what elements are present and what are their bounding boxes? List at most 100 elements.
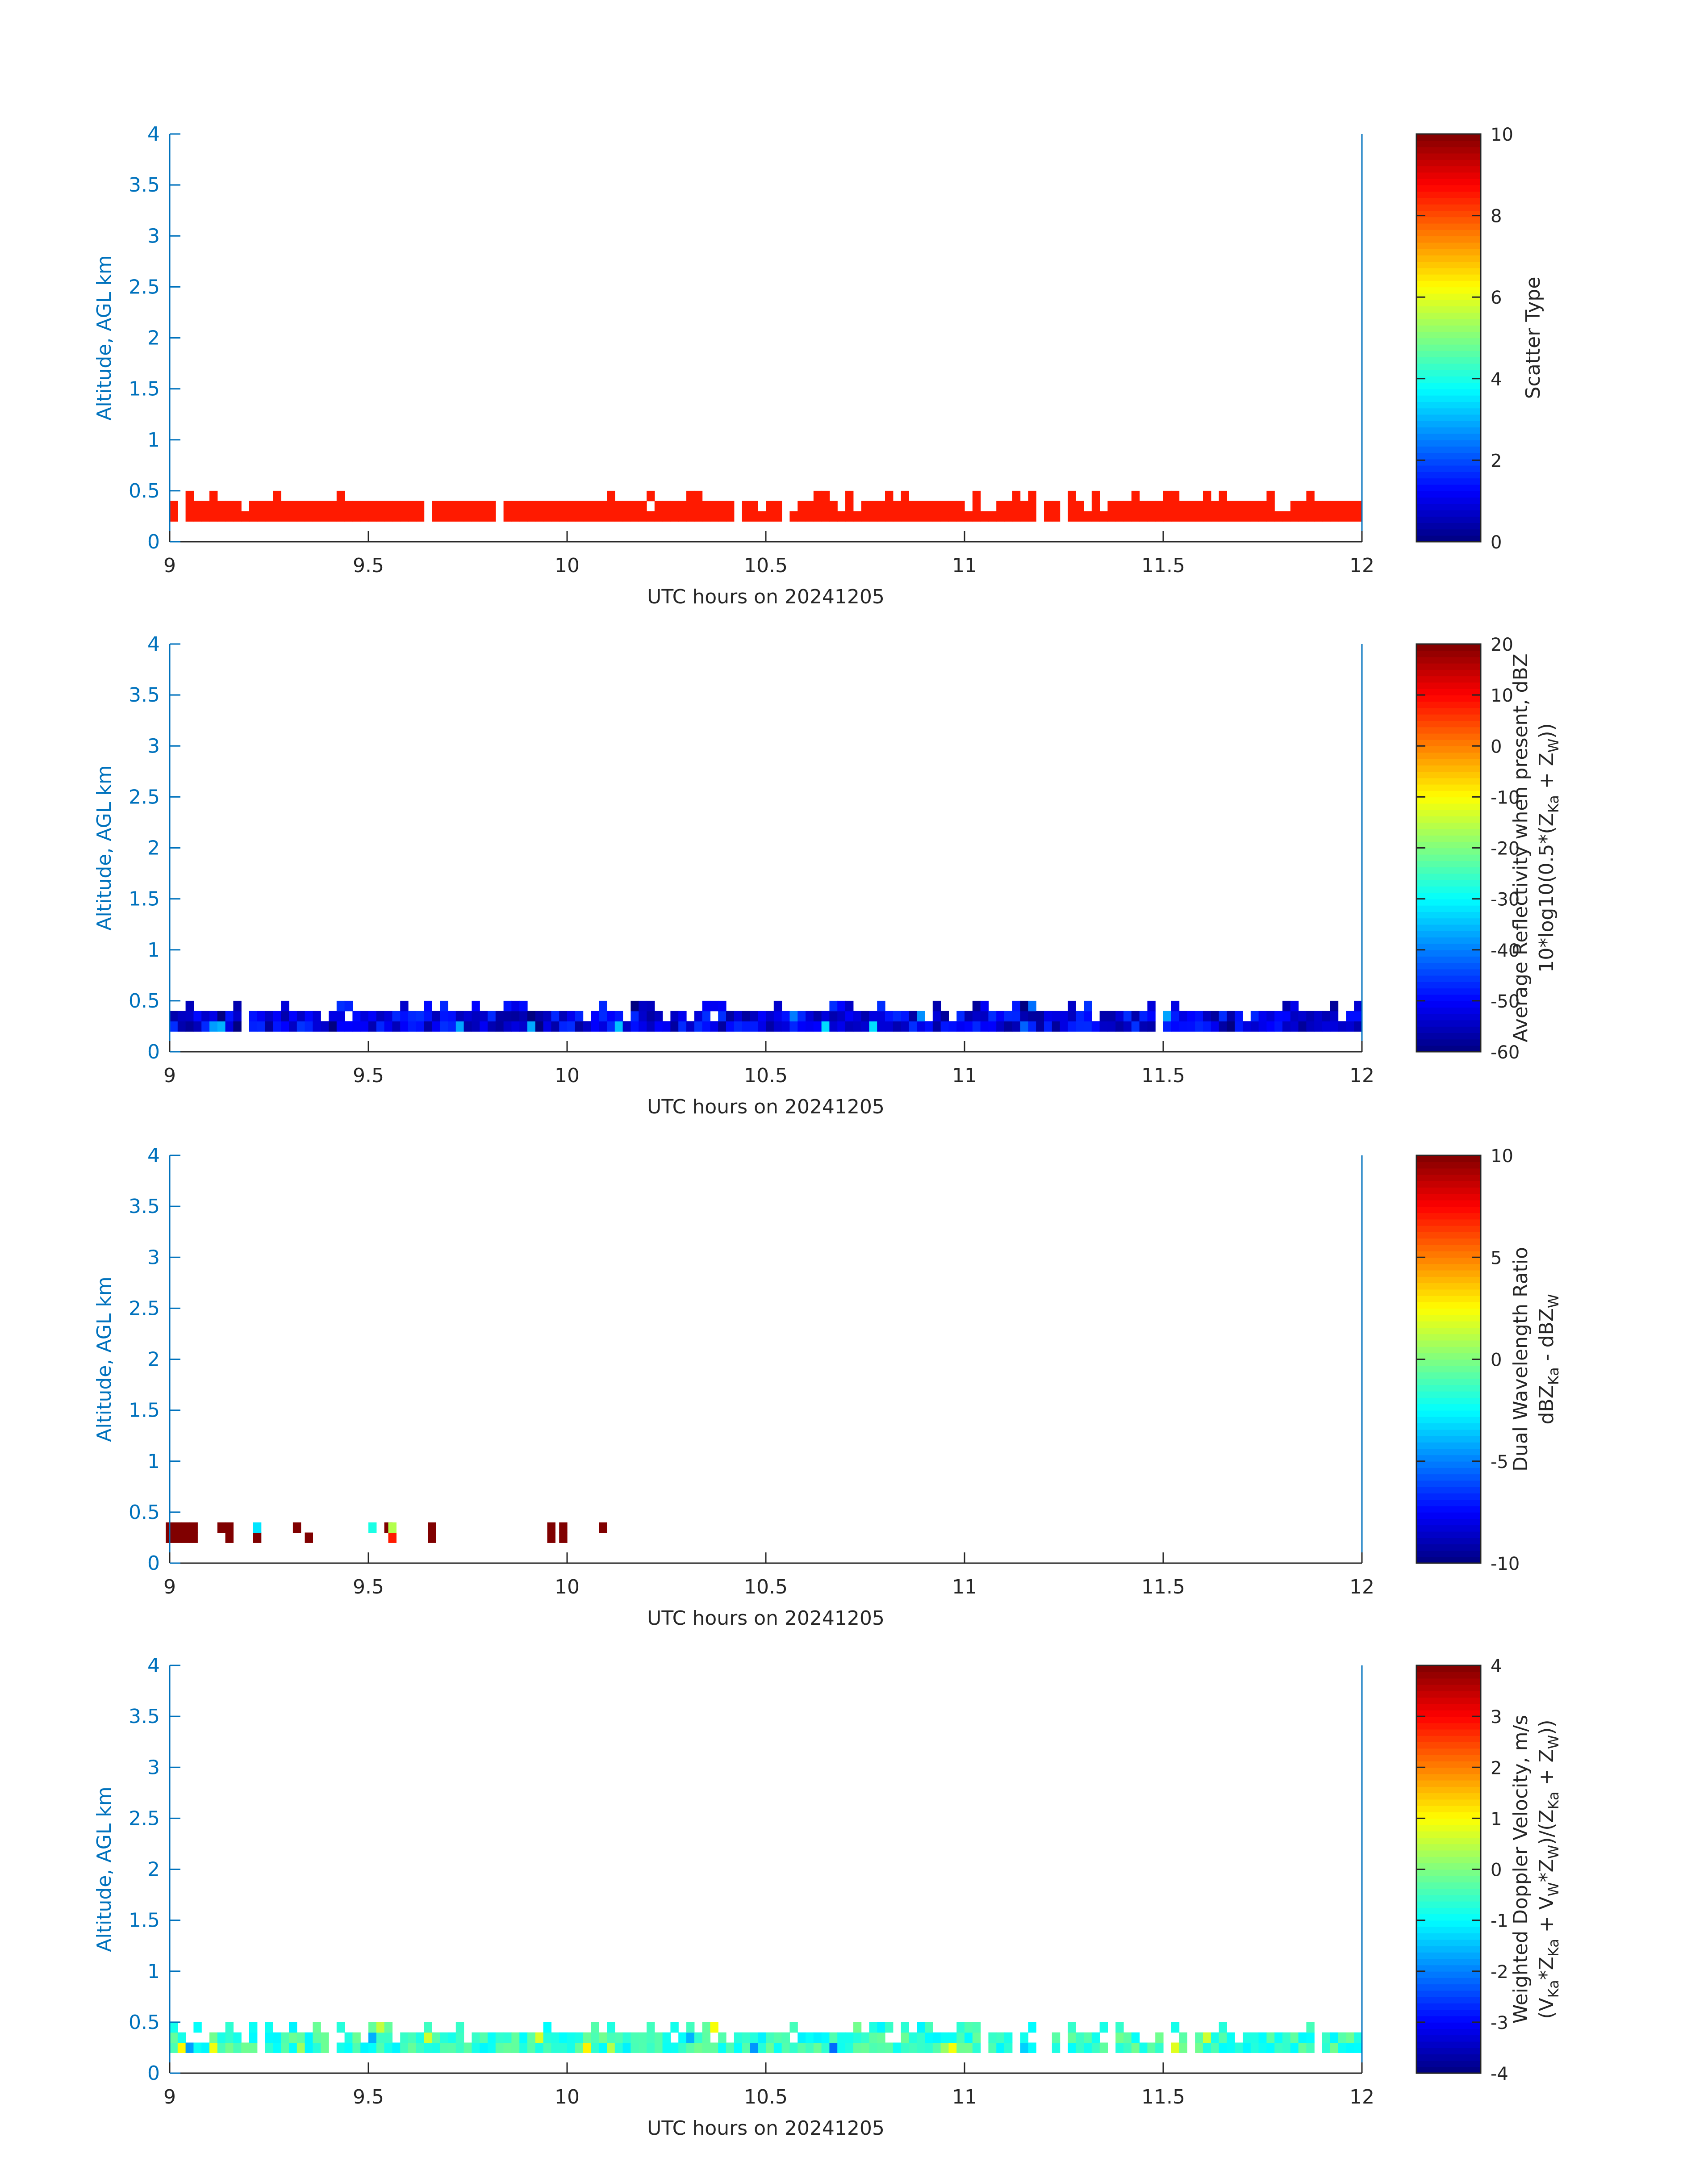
colorbar-swatch (1416, 1423, 1481, 1430)
heatmap-cell (940, 501, 949, 512)
heatmap-cell (1203, 2042, 1211, 2053)
colorbar-swatch (1416, 535, 1481, 542)
heatmap-cell (607, 2022, 615, 2033)
heatmap-cell (455, 2032, 464, 2043)
heatmap-cell (201, 1011, 210, 1022)
heatmap-cell (519, 1011, 528, 1022)
colorbar-swatch (1416, 1232, 1481, 1239)
heatmap-cell (567, 1021, 576, 1032)
heatmap-cell (766, 501, 774, 512)
colorbar-swatch (1416, 1556, 1481, 1564)
heatmap-cell (1195, 511, 1203, 522)
heatmap-cell (344, 1021, 353, 1032)
heatmap-cell (416, 2032, 425, 2043)
heatmap-cell (901, 511, 909, 522)
heatmap-cell (559, 2032, 568, 2043)
heatmap-cell (1171, 1000, 1180, 1012)
heatmap-cell (547, 1532, 555, 1543)
heatmap-cell (273, 2042, 281, 2053)
heatmap-cell (1298, 1021, 1307, 1032)
heatmap-cell (591, 1021, 599, 1032)
heatmap-cell (209, 511, 218, 522)
heatmap-cell (1028, 2022, 1036, 2033)
heatmap-cell (1004, 2032, 1013, 2043)
colorbar-swatch (1416, 1244, 1481, 1251)
heatmap-cell (821, 1021, 830, 1032)
heatmap-cell (189, 1522, 198, 1533)
heatmap-cell (1227, 2042, 1235, 2053)
heatmap-cell (170, 2032, 178, 2043)
heatmap-cell (1179, 501, 1187, 512)
formula-text: + Z (1535, 753, 1558, 795)
colorbar-swatch (1416, 1193, 1481, 1200)
heatmap-cell (472, 1000, 480, 1012)
heatmap-cell (837, 1021, 846, 1032)
heatmap-cell (662, 501, 671, 512)
heatmap-cell (988, 1011, 997, 1022)
heatmap-cell (972, 1000, 981, 1012)
colorbar-swatch (1416, 338, 1481, 345)
heatmap-cell (201, 511, 210, 522)
heatmap-cell (829, 511, 838, 522)
formula-text: )/(Z (1535, 1809, 1558, 1844)
heatmap-cell (662, 2032, 671, 2043)
heatmap-cell (392, 2042, 401, 2053)
heatmap-cell (1219, 2032, 1227, 2043)
heatmap-cell (1203, 490, 1211, 502)
heatmap-cell (718, 511, 727, 522)
heatmap-cell (614, 2042, 623, 2053)
heatmap-cells (166, 1522, 607, 1543)
heatmap-cell (901, 2032, 909, 2043)
formula-subscript: W (1545, 1735, 1562, 1749)
colorbar-swatch (1416, 197, 1481, 205)
heatmap-cell (1266, 511, 1275, 522)
heatmap-cell (718, 2032, 727, 2043)
heatmap-cell (170, 1011, 178, 1022)
heatmap-cell (480, 1011, 488, 1022)
heatmap-cell (559, 2042, 568, 2053)
heatmap-cell (1314, 1011, 1323, 1022)
heatmap-cell (686, 1021, 695, 1032)
heatmap-cell (1028, 490, 1036, 502)
heatmap-cell (503, 1011, 512, 1022)
heatmap-cell (225, 1011, 234, 1022)
heatmap-cell (798, 2032, 806, 2043)
heatmap-cell (217, 511, 226, 522)
heatmap-cell (972, 2032, 981, 2043)
heatmap-cell (591, 1011, 599, 1022)
colorbar-swatch (1416, 287, 1481, 294)
heatmap-cell (455, 511, 464, 522)
heatmap-cell (249, 2032, 258, 2043)
heatmap-cell (996, 501, 1005, 512)
heatmap-cell (837, 2032, 846, 2043)
heatmap-cell (607, 2042, 615, 2053)
heatmap-cell (289, 2032, 297, 2043)
heatmap-cell (813, 490, 822, 502)
heatmap-cell (480, 1021, 488, 1032)
heatmap-cell (877, 1011, 885, 1022)
heatmap-cell (1274, 2032, 1283, 2043)
heatmap-cell (519, 2042, 528, 2053)
heatmap-cell (400, 2032, 409, 2043)
heatmap-cell (408, 1021, 417, 1032)
heatmap-cell (813, 2032, 822, 2043)
heatmap-cell (329, 501, 337, 512)
colorbar-swatch (1416, 1863, 1481, 1870)
heatmap-cell (217, 2042, 226, 2053)
colorbar-frame (1416, 133, 1482, 543)
heatmap-cell (869, 1011, 877, 1022)
heatmap-cell (869, 1021, 877, 1032)
y-tick-label: 0 (147, 1552, 160, 1575)
formula-subscript: Ka (1545, 795, 1562, 813)
colorbar-swatch (1416, 1812, 1481, 1819)
heatmap-cell (1338, 2042, 1346, 2053)
colorbar-swatch (1416, 134, 1481, 141)
y-tick-label: 1 (147, 1960, 160, 1983)
x-tick-label: 11 (952, 2086, 977, 2108)
heatmap-cell (225, 1522, 234, 1533)
x-tick-label: 10 (555, 1064, 580, 1087)
heatmap-cell (1155, 2032, 1164, 2043)
heatmap-cell (877, 511, 885, 522)
heatmap-cell (599, 1000, 607, 1012)
heatmap-cell (432, 511, 440, 522)
